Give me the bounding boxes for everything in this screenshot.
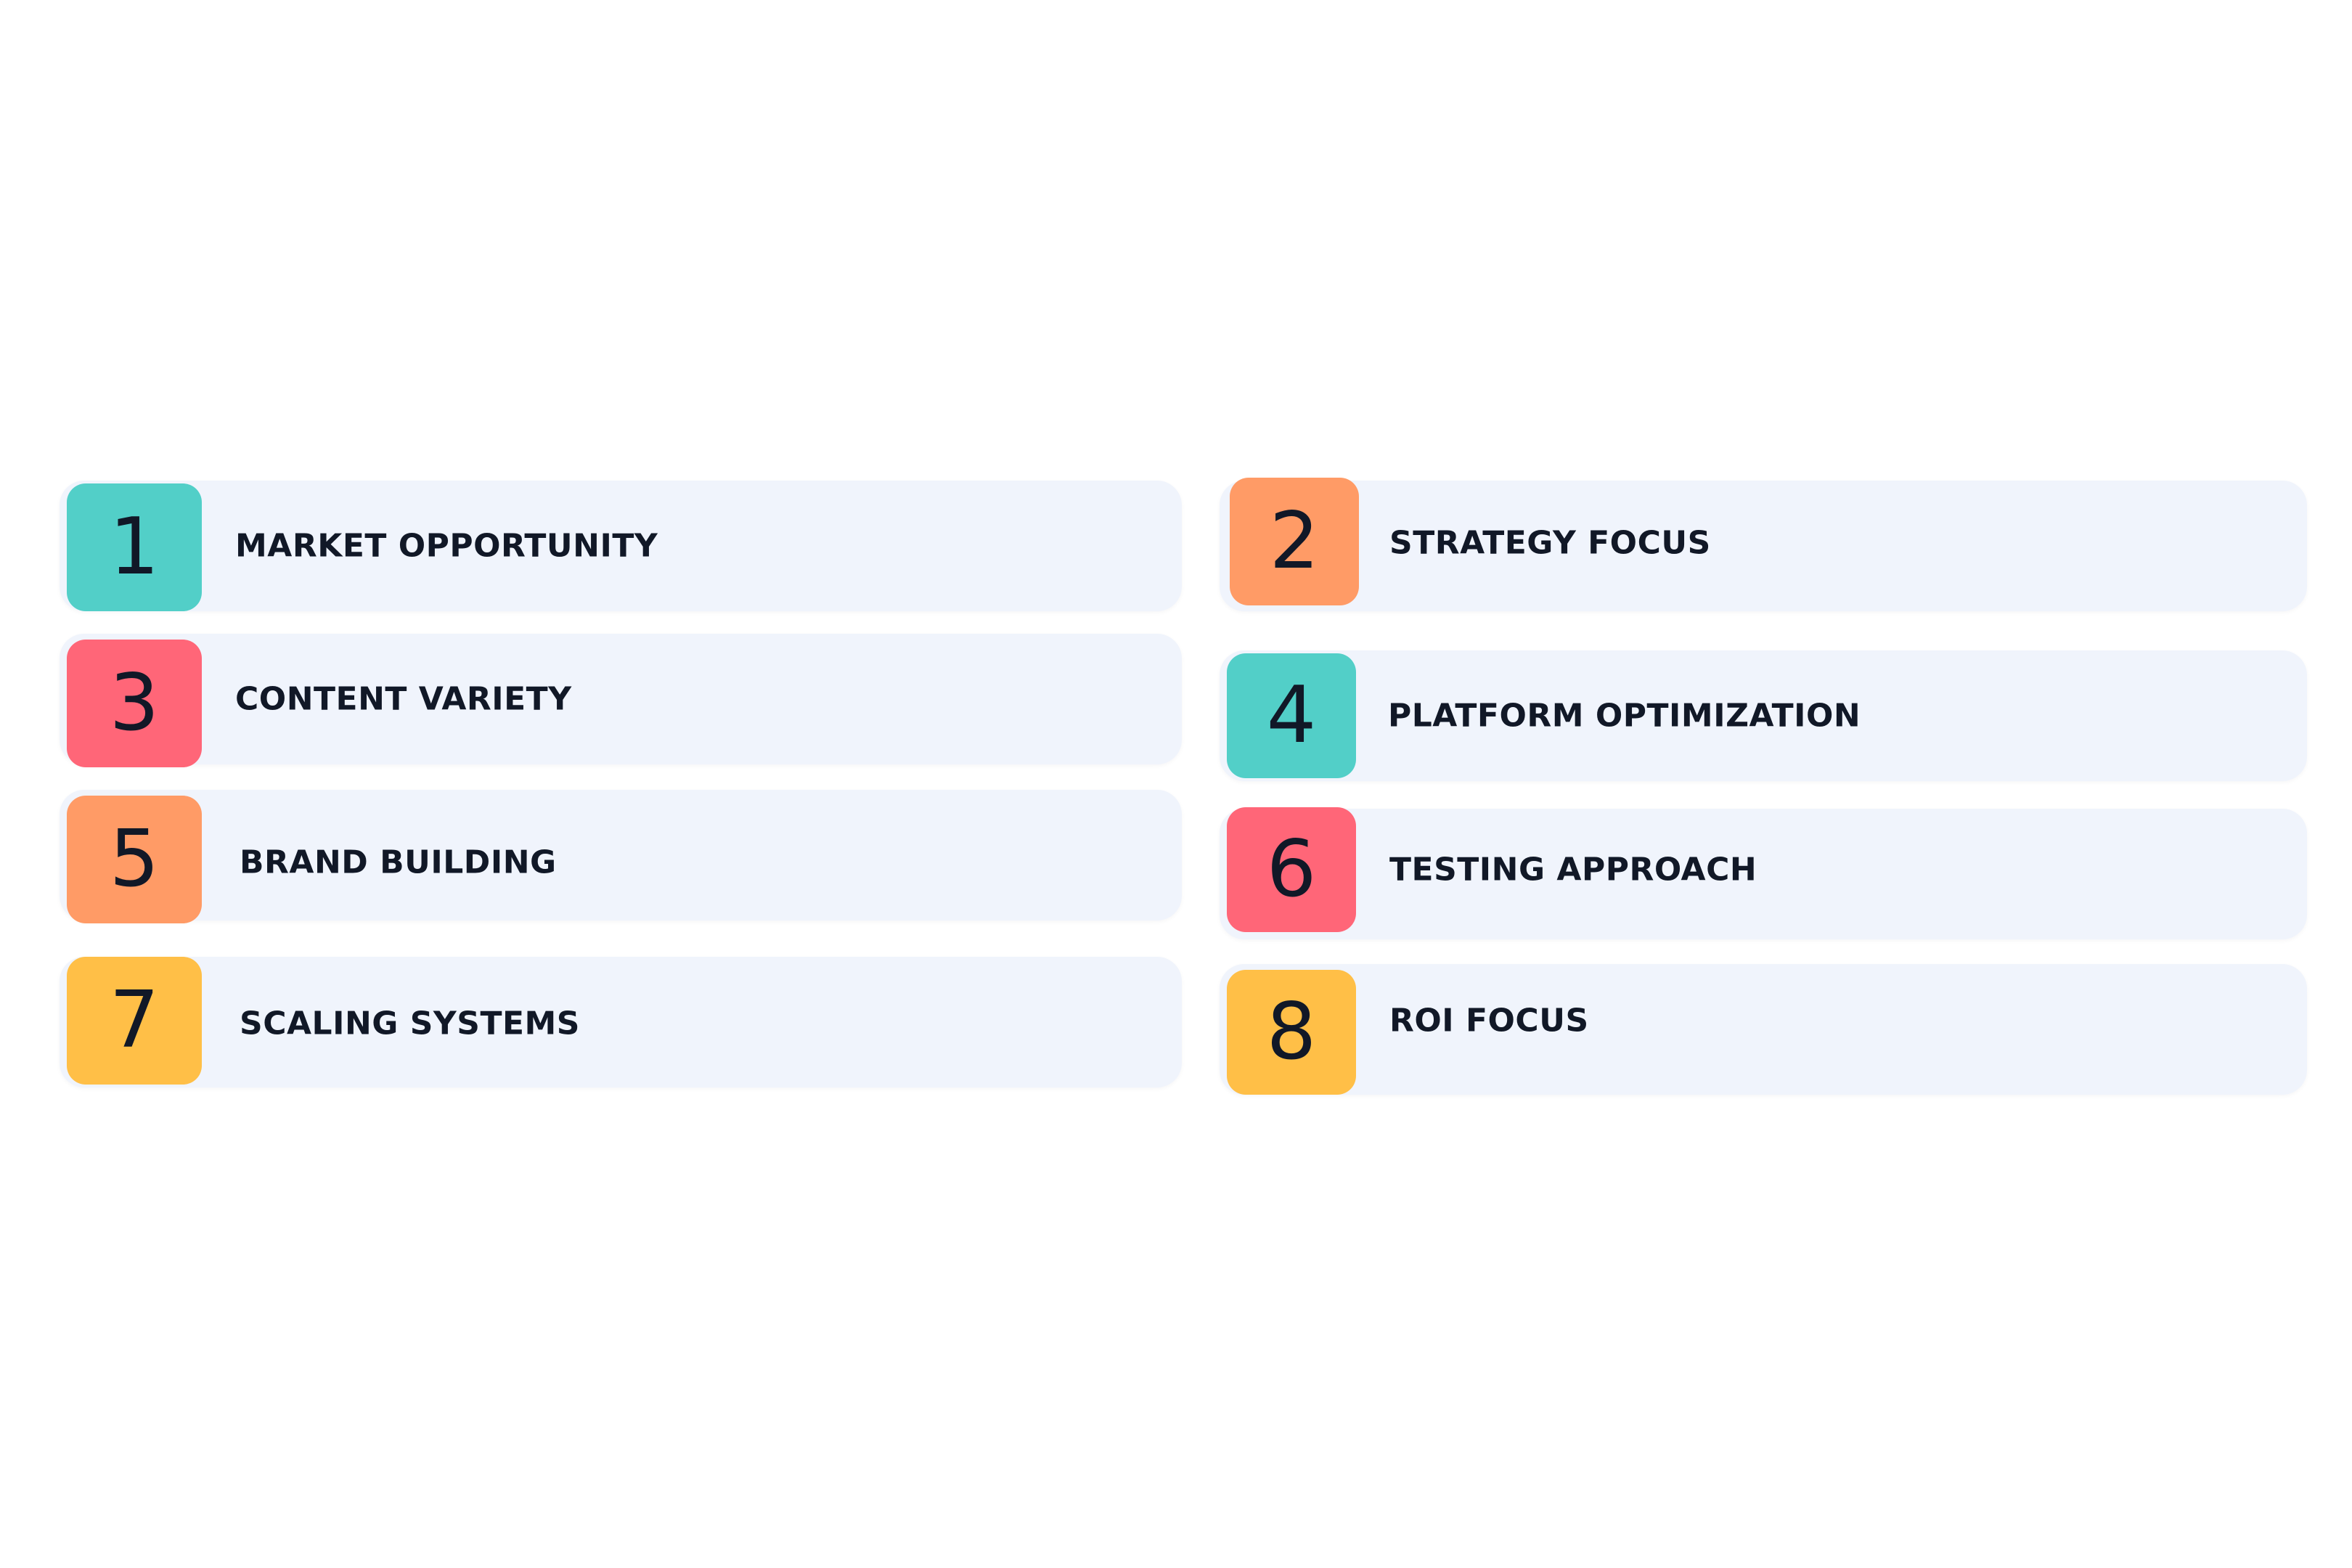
item-label: SCALING SYSTEMS xyxy=(240,1005,580,1042)
item-label: MARKET OPPORTUNITY xyxy=(235,527,658,565)
item-label: BRAND BUILDING xyxy=(240,844,557,881)
list-item-scaling-systems: 7 SCALING SYSTEMS xyxy=(60,957,1182,1087)
item-label: ROI FOCUS xyxy=(1389,1002,1589,1040)
list-item-platform-optimization: 4 PLATFORM OPTIMIZATION xyxy=(1220,650,2307,781)
item-label: PLATFORM OPTIMIZATION xyxy=(1388,697,1861,735)
item-label: CONTENT VARIETY xyxy=(235,680,572,718)
number-badge: 4 xyxy=(1227,653,1356,778)
number-badge: 1 xyxy=(67,483,202,611)
list-item-testing-approach: 6 TESTING APPROACH xyxy=(1220,807,2307,939)
number-badge: 8 xyxy=(1227,970,1356,1095)
number-badge: 7 xyxy=(67,957,202,1085)
list-item-market-opportunity: 1 MARKET OPPORTUNITY xyxy=(60,481,1182,611)
list-item-content-variety: 3 CONTENT VARIETY xyxy=(60,634,1182,767)
item-label: TESTING APPROACH xyxy=(1389,851,1757,889)
list-item-brand-building: 5 BRAND BUILDING xyxy=(60,790,1182,923)
item-label: STRATEGY FOCUS xyxy=(1389,524,1711,562)
number-badge: 5 xyxy=(67,796,202,923)
list-item-strategy-focus: 2 STRATEGY FOCUS xyxy=(1220,478,2307,611)
number-badge: 3 xyxy=(67,640,202,767)
number-badge: 2 xyxy=(1230,478,1359,605)
number-badge: 6 xyxy=(1227,807,1356,932)
list-item-roi-focus: 8 ROI FOCUS xyxy=(1220,964,2307,1095)
